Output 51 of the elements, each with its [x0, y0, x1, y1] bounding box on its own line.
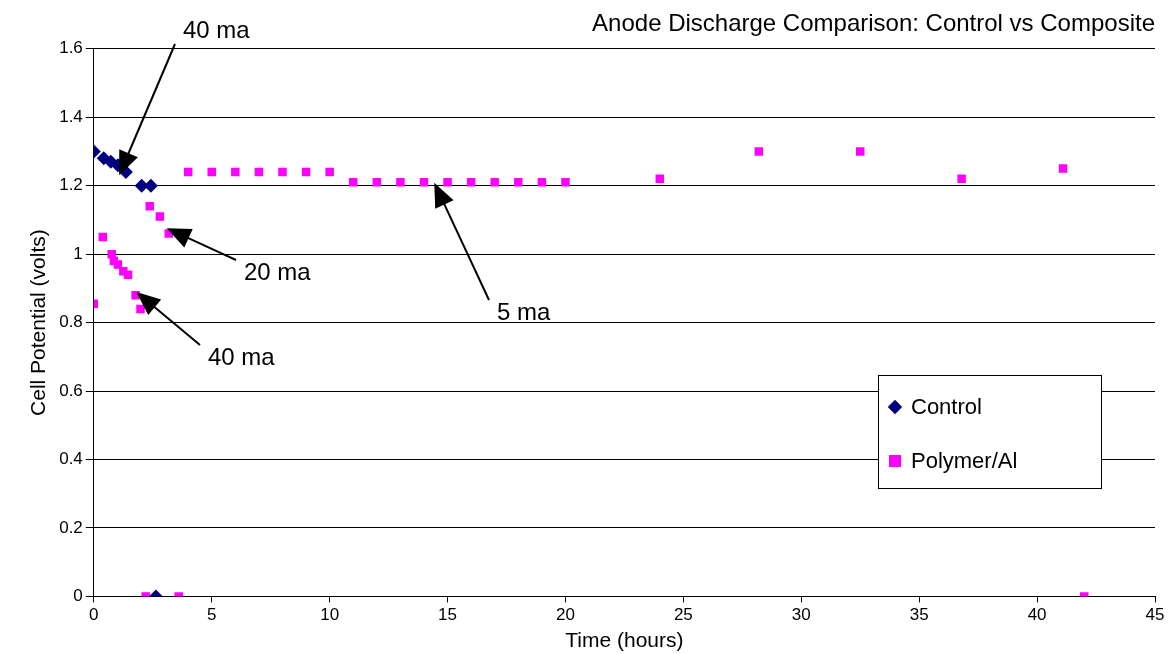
y-tick-label: 1	[73, 243, 83, 263]
y-tick-label: 1.4	[59, 106, 83, 126]
x-tick-label: 30	[791, 605, 811, 625]
x-tick-label: 0	[89, 605, 99, 625]
legend-label: Polymer/Al	[911, 448, 1018, 474]
point	[396, 178, 405, 187]
y-tick-label: 0.6	[59, 380, 83, 400]
point	[537, 178, 547, 187]
x-tick-label: 20	[556, 605, 575, 625]
point	[207, 167, 216, 177]
y-tick-label: 0	[73, 586, 83, 606]
point	[514, 178, 523, 187]
annotation: 40 ma	[208, 343, 275, 371]
text: 40 ma	[183, 16, 250, 44]
annotation: 20 ma	[244, 258, 311, 286]
point	[348, 178, 358, 187]
chart-title: Anode Discharge Comparison: Control vs Composite	[592, 9, 1155, 37]
x-tick-label: 45	[1145, 605, 1165, 625]
point	[113, 260, 123, 269]
legend-label: Control	[911, 394, 982, 420]
y-tick-label: 0.4	[59, 449, 83, 469]
annotation: 5 ma	[497, 298, 551, 326]
point	[145, 201, 154, 211]
point	[123, 270, 133, 279]
point	[443, 178, 452, 187]
x-tick-label: 10	[320, 605, 340, 625]
point	[957, 174, 966, 184]
y-tick-label: 1.6	[59, 38, 83, 58]
point	[1058, 164, 1068, 173]
x-tick-label: 35	[909, 605, 929, 625]
x-tick-label: 15	[438, 605, 458, 625]
point	[561, 178, 570, 187]
point	[855, 147, 865, 156]
point	[231, 167, 240, 177]
y-tick-label: 1.2	[59, 175, 83, 195]
point	[754, 147, 764, 156]
point	[372, 178, 382, 187]
point	[325, 167, 334, 177]
x-tick-label: 25	[673, 605, 693, 625]
x-tick-label: 40	[1027, 605, 1047, 625]
point	[278, 167, 287, 177]
point	[155, 212, 165, 221]
x-axis-title: Time (hours)	[565, 628, 684, 652]
y-axis-title: Cell Potential (volts)	[26, 229, 50, 416]
point	[419, 178, 429, 187]
x-tick-label: 5	[207, 605, 217, 625]
point	[466, 178, 476, 187]
y-tick-label: 0.8	[59, 312, 83, 332]
point	[136, 304, 145, 314]
y-tick-label: 0.2	[59, 517, 83, 537]
point	[490, 178, 499, 187]
